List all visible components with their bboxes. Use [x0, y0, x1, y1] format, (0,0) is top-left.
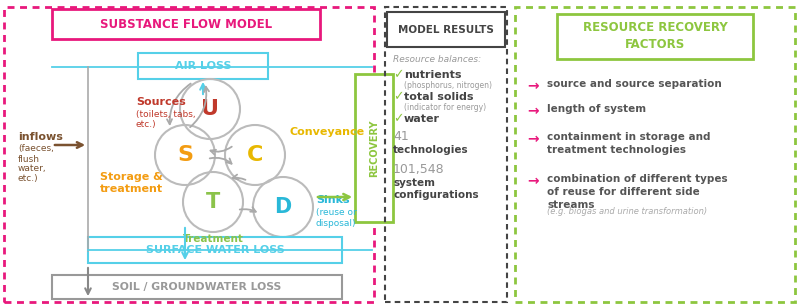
Text: source and source separation: source and source separation	[547, 79, 721, 89]
Text: Resource balances:: Resource balances:	[393, 55, 481, 64]
Text: →: →	[527, 132, 539, 146]
Text: AIR LOSS: AIR LOSS	[175, 61, 231, 71]
Text: flush: flush	[18, 154, 40, 164]
Text: nutrients: nutrients	[404, 70, 462, 80]
Text: disposal): disposal)	[316, 219, 356, 227]
Text: Sinks: Sinks	[316, 195, 350, 205]
Text: etc.): etc.)	[18, 174, 38, 184]
Bar	[355, 74, 393, 222]
Text: →: →	[527, 79, 539, 93]
Text: SUBSTANCE FLOW MODEL: SUBSTANCE FLOW MODEL	[100, 17, 272, 30]
Text: inflows: inflows	[18, 132, 63, 142]
Text: S: S	[177, 145, 193, 165]
Text: water: water	[404, 114, 440, 124]
Text: streams: streams	[547, 200, 594, 210]
Text: Treatment: Treatment	[182, 234, 244, 244]
Text: Storage &: Storage &	[100, 172, 163, 182]
Text: →: →	[527, 104, 539, 118]
Bar	[385, 7, 507, 302]
Text: (faeces,: (faeces,	[18, 145, 54, 154]
Text: SOIL / GROUNDWATER LOSS: SOIL / GROUNDWATER LOSS	[113, 282, 281, 292]
Text: 41: 41	[393, 130, 409, 143]
Bar	[138, 53, 268, 79]
Text: D: D	[274, 197, 292, 217]
Text: (indicator for energy): (indicator for energy)	[404, 103, 486, 112]
Text: →: →	[527, 174, 539, 188]
Text: (toilets, tabs,: (toilets, tabs,	[136, 110, 196, 119]
Text: 101,548: 101,548	[393, 162, 444, 176]
Text: treatment: treatment	[100, 184, 163, 194]
Text: total solids: total solids	[404, 92, 474, 102]
Text: ✓: ✓	[393, 68, 403, 81]
Text: RESOURCE RECOVERY
FACTORS: RESOURCE RECOVERY FACTORS	[582, 21, 727, 51]
Text: treatment technologies: treatment technologies	[547, 145, 686, 155]
Text: water,: water,	[18, 165, 46, 173]
Text: combination of different types: combination of different types	[547, 174, 728, 184]
Text: MODEL RESULTS: MODEL RESULTS	[398, 25, 494, 35]
Text: T: T	[206, 192, 221, 212]
Text: length of system: length of system	[547, 104, 646, 114]
Text: C: C	[247, 145, 263, 165]
Text: Conveyance: Conveyance	[290, 127, 365, 137]
Bar	[52, 275, 342, 299]
Text: Sources: Sources	[136, 97, 185, 107]
Text: (phosphorus, nitrogen): (phosphorus, nitrogen)	[404, 81, 492, 91]
Text: ✓: ✓	[393, 112, 403, 126]
Text: RECOVERY: RECOVERY	[369, 119, 379, 177]
Text: (e.g. biogas and urine transformation): (e.g. biogas and urine transformation)	[547, 207, 707, 216]
Text: (reuse or: (reuse or	[316, 208, 356, 216]
Text: of reuse for different side: of reuse for different side	[547, 187, 700, 197]
Bar	[515, 7, 795, 302]
Text: U: U	[201, 99, 219, 119]
Bar	[88, 237, 342, 263]
Text: ✓: ✓	[393, 91, 403, 103]
Text: system: system	[393, 178, 435, 188]
Text: containment in storage and: containment in storage and	[547, 132, 710, 142]
Bar	[387, 12, 505, 47]
Text: configurations: configurations	[393, 190, 479, 200]
Bar	[52, 9, 320, 39]
Text: technologies: technologies	[393, 145, 469, 155]
Bar	[4, 7, 374, 302]
Text: etc.): etc.)	[136, 121, 157, 130]
Bar	[557, 14, 753, 59]
Text: SURFACE WATER LOSS: SURFACE WATER LOSS	[145, 245, 284, 255]
